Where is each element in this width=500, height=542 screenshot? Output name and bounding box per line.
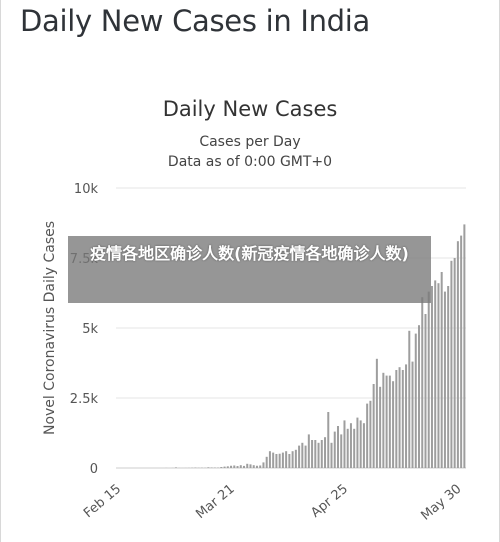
left-border [0, 0, 1, 542]
bar [230, 465, 233, 468]
bar [427, 291, 430, 468]
bar [359, 420, 362, 468]
bar [262, 462, 265, 468]
bar [233, 465, 236, 468]
bar [307, 434, 310, 468]
bar [278, 453, 281, 468]
bar [388, 375, 391, 468]
bar [392, 381, 395, 468]
bar [304, 445, 307, 468]
bar [252, 465, 255, 468]
chart-subtitle-1: Cases per Day [199, 134, 300, 150]
x-tick-label: Feb 15 [81, 482, 124, 522]
bar [430, 286, 433, 468]
bar [236, 466, 239, 468]
bar [424, 314, 427, 468]
bar [210, 467, 213, 468]
bar [272, 452, 275, 468]
bar [379, 386, 382, 468]
bar [414, 333, 417, 468]
bar [246, 463, 249, 468]
bar [327, 412, 330, 468]
bar [362, 423, 365, 468]
bar [291, 451, 294, 468]
bar [239, 465, 242, 468]
bar [301, 442, 304, 468]
bar [349, 423, 352, 468]
bar [294, 449, 297, 468]
bar [385, 375, 388, 468]
chart-title: Daily New Cases [163, 97, 338, 121]
bar [249, 464, 252, 468]
bar [346, 428, 349, 468]
bar [395, 370, 398, 468]
bar [418, 325, 421, 468]
bar [382, 372, 385, 468]
chart-subtitle-2: Data as of 0:00 GMT+0 [168, 154, 332, 170]
bar [281, 452, 284, 468]
watermark-overlay: 疫情各地区确诊人数(新冠疫情各地确诊人数) [68, 236, 431, 303]
bar [437, 283, 440, 468]
bar [288, 454, 291, 468]
bar [317, 442, 320, 468]
bar [336, 426, 339, 468]
bar [440, 272, 443, 468]
bar [411, 361, 414, 468]
bar [311, 440, 314, 468]
bar [456, 241, 459, 468]
bar [324, 437, 327, 468]
bar [275, 454, 278, 468]
x-tick-label: May 30 [418, 482, 464, 524]
bar [207, 467, 210, 468]
y-tick-label: 2.5k [70, 392, 99, 407]
bar [320, 440, 323, 468]
bar [434, 280, 437, 468]
bar [356, 417, 359, 468]
bar [268, 451, 271, 468]
bar [443, 291, 446, 468]
bar [450, 260, 453, 468]
bar [447, 286, 450, 468]
bar [343, 420, 346, 468]
bar [333, 431, 336, 468]
bar [243, 465, 246, 468]
bar [330, 442, 333, 468]
bar [259, 465, 262, 468]
bar [220, 467, 223, 468]
y-tick-label: 5k [82, 322, 98, 337]
bar [408, 330, 411, 468]
bar [285, 451, 288, 468]
bar [298, 445, 301, 468]
bar [314, 440, 317, 468]
bar [405, 364, 408, 468]
x-tick-label: Apr 25 [308, 482, 351, 521]
page-title: Daily New Cases in India [20, 4, 370, 38]
bar [421, 297, 424, 468]
y-axis-label: Novel Coronavirus Daily Cases [42, 221, 58, 435]
bar [174, 467, 177, 468]
bar [375, 358, 378, 468]
bar [401, 370, 404, 468]
bar [255, 465, 258, 468]
bar [226, 466, 229, 468]
bar [460, 235, 463, 468]
bars [165, 224, 466, 468]
bar [369, 400, 372, 468]
y-tick-label: 0 [90, 462, 98, 477]
bar [398, 367, 401, 468]
x-tick-label: Mar 21 [193, 482, 237, 523]
x-tick-labels: Feb 15 Mar 21 Apr 25 May 30 [81, 482, 464, 524]
bar [223, 466, 226, 468]
y-tick-label: 10k [74, 182, 99, 197]
bar [372, 384, 375, 468]
bar [463, 224, 466, 468]
bar [265, 456, 268, 468]
bar [366, 403, 369, 468]
bar [340, 434, 343, 468]
bar [453, 258, 456, 468]
bar [353, 428, 356, 468]
